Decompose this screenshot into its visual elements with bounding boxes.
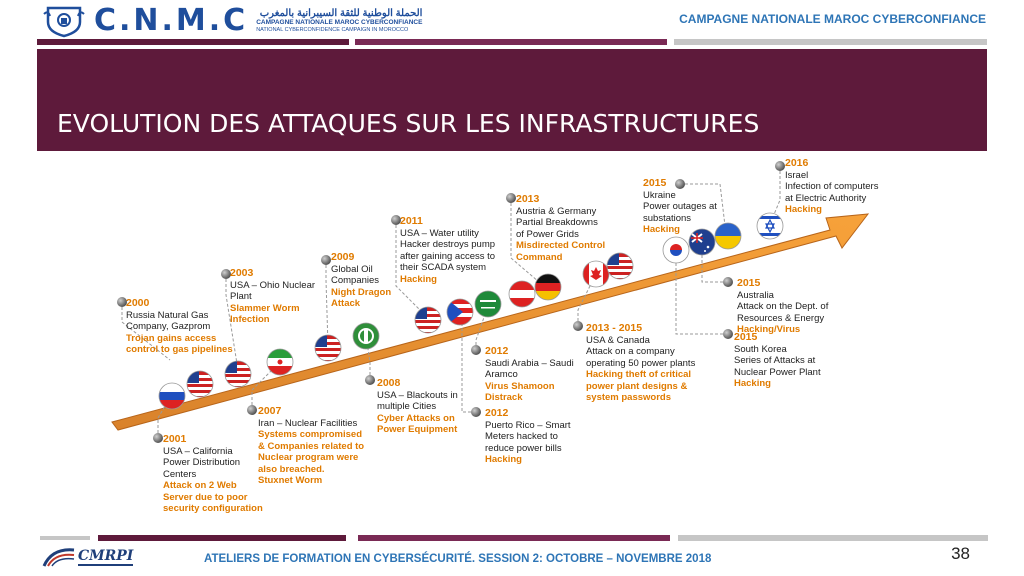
flag-russia-icon [158,382,186,410]
timeline-entry-2013: 2013 Austria & Germany Partial Breakdown… [516,193,606,263]
flag-iran-icon [266,348,294,376]
flag-saudi-arabia-icon [474,290,502,318]
timeline-entry-2007: 2007 Iran – Nuclear Facilities Systems c… [258,405,365,486]
footer-divider-3 [678,535,988,541]
timeline-entry-2016: 2016 Israel Infection of computers at El… [785,157,879,215]
timeline-pins [117,161,785,443]
footer-divider-1 [98,535,346,541]
cmrpi-logo-text: CMRPI [78,548,134,566]
footer-divider-2 [358,535,670,541]
timeline-entry-2000: 2000 Russia Natural Gas Company, Gazprom… [126,297,233,355]
timeline-arrow [111,213,870,431]
header-divider-2 [355,39,667,45]
flag-usa-icon [224,360,252,388]
cmrpi-logo: CMRPI [42,546,134,568]
timeline-entry-2013-2015: 2013 - 2015 USA & Canada Attack on a com… [586,322,696,403]
timeline-entry-2015-ukraine: 2015 Ukraine Power outages at substation… [643,177,717,235]
timeline-entry-2009: 2009 Global Oil Companies Night Dragon A… [331,251,392,309]
timeline-entry-2011: 2011 USA – Water utility Hacker destroys… [400,215,496,285]
flag-puerto-rico-icon [446,298,474,326]
cmrpi-arc-icon [42,548,75,567]
timeline-entry-2003: 2003 USA – Ohio Nuclear Plant Slammer Wo… [230,267,316,325]
flag-balls [158,212,784,410]
timeline-entry-2015-australia: 2015 Australia Attack on the Dept. of Re… [737,277,829,335]
flag-canada-icon [582,260,610,288]
attack-timeline-diagram: 2000 Russia Natural Gas Company, Gazprom… [0,150,1024,530]
flag-usa-icon [606,252,634,280]
flag-ukraine-icon [714,222,742,250]
cnmc-logo-text: C.N.M.C [94,3,249,38]
header-campaign-title: CAMPAGNE NATIONALE MAROC CYBERCONFIANCE [679,12,986,26]
flag-germany-icon [534,273,562,301]
header-divider-3 [674,39,987,45]
cnmc-logo-subtitles: الحملة الوطنية للثقة السيبرانية بالمغرب … [256,8,422,34]
flag-austria-icon [508,280,536,308]
header-divider-1 [37,39,349,45]
timeline-entry-2008: 2008 USA – Blackouts in multiple Cities … [377,377,458,435]
timeline-entry-2012-saudi: 2012 Saudi Arabia – Saudi Aramco Virus S… [485,345,574,403]
timeline-entry-2015-south-korea: 2015 South Korea Series of Attacks at Nu… [734,331,821,389]
oil-company-logo-icon [352,322,380,350]
footer-session-text: ATELIERS DE FORMATION EN CYBERSÉCURITÉ. … [204,553,712,565]
flag-israel-icon [756,212,784,240]
timeline-entry-2012-puerto-rico: 2012 Puerto Rico – Smart Meters hacked t… [485,407,571,465]
cnmc-logo: C.N.M.C الحملة الوطنية للثقة السيبرانية … [42,4,422,38]
title-banner: EVOLUTION DES ATTAQUES SUR LES INFRASTRU… [37,49,987,151]
flag-usa-icon [186,370,214,398]
logo-sub-arabic: الحملة الوطنية للثقة السيبرانية بالمغرب [259,8,423,19]
logo-sub-english: NATIONAL CYBERCONFIDENCE CAMPAIGN IN MOR… [256,27,409,33]
logo-sub-french: CAMPAGNE NATIONALE MAROC CYBERCONFIANCE [256,19,423,26]
cnmc-emblem-icon [43,6,85,38]
flag-usa-icon [414,306,442,334]
footer-divider-0 [40,536,90,540]
flag-australia-icon [688,228,716,256]
flag-usa-icon [314,334,342,362]
slide-title: EVOLUTION DES ATTAQUES SUR LES INFRASTRU… [57,109,760,138]
flag-south-korea-icon [662,236,690,264]
page-number: 38 [951,544,970,563]
timeline-entry-2001: 2001 USA – California Power Distribution… [163,433,263,514]
timeline-graphic [111,161,870,443]
